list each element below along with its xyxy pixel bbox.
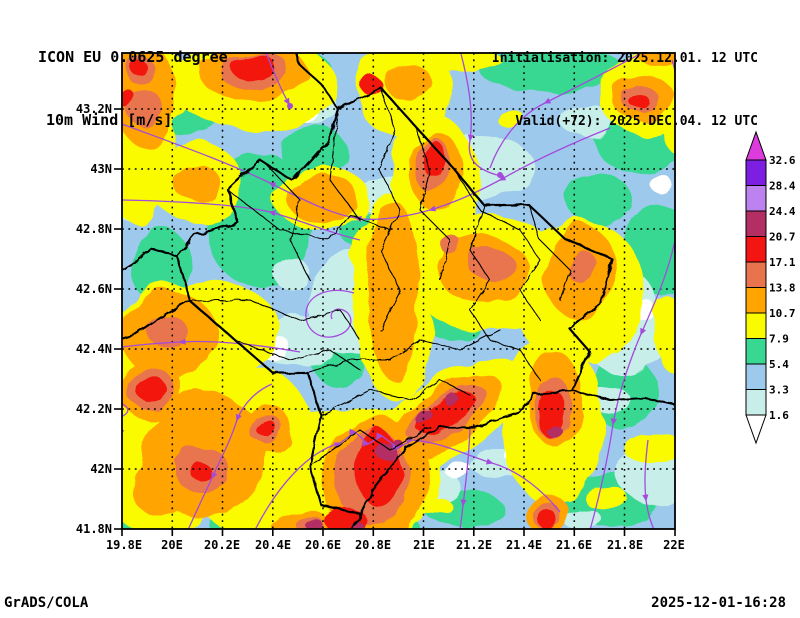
cbar-label: 3.3: [769, 384, 789, 397]
x-tick-label: 19.8E: [106, 538, 142, 552]
colorbar-segment: [745, 312, 767, 339]
variable-title: 10m Wind [m/s]: [46, 111, 173, 129]
y-axis-labels: 43.2N 43N 42.8N 42.6N 42.4N 42.2N 42N 41…: [76, 102, 112, 536]
x-tick-label: 20.6E: [305, 538, 341, 552]
lat-lon-grid: [122, 53, 675, 529]
y-tick-label: 43N: [90, 162, 112, 176]
y-tick-label: 42.6N: [76, 282, 112, 296]
colorbar-segment: [745, 261, 767, 288]
map-frame: [121, 52, 676, 530]
colorbar-segment: [745, 236, 767, 263]
y-tick-label: 41.8N: [76, 522, 112, 536]
plot-title-block: ICON EU 0.0625 degree 10m Wind [m/s]: [38, 5, 228, 173]
cbar-label: 28.4: [769, 180, 796, 193]
x-axis-labels: 19.8E 20E 20.2E 20.4E 20.6E 20.8E 21E 21…: [106, 538, 685, 552]
streamlines-layer: [122, 53, 675, 529]
x-tick-label: 21E: [413, 538, 435, 552]
x-tick-label: 20E: [161, 538, 183, 552]
x-tick-label: 20.4E: [255, 538, 291, 552]
colorbar-segment: [745, 185, 767, 212]
cbar-label: 32.6: [769, 154, 796, 167]
y-tick-label: 42.4N: [76, 342, 112, 356]
country-borders: [122, 53, 675, 529]
cbar-label: 10.7: [769, 307, 796, 320]
cbar-label: 24.4: [769, 205, 796, 218]
model-title: ICON EU 0.0625 degree: [38, 48, 228, 66]
cbar-label: 1.6: [769, 409, 789, 422]
streamline-knot: [497, 172, 503, 178]
x-tick-label: 21.8E: [607, 538, 643, 552]
colorbar-arrow-bottom: [745, 414, 767, 445]
valid-time: Valid(+72): 2025.DEC.04. 12 UTC: [515, 114, 758, 129]
axis-ticks: [114, 108, 676, 536]
cbar-label: 13.8: [769, 282, 796, 295]
y-tick-label: 42.2N: [76, 402, 112, 416]
colorbar-labels: 32.6 28.4 24.4 20.7 17.1 13.8 10.7 7.9 5…: [769, 154, 796, 422]
cbar-label: 5.4: [769, 358, 789, 371]
x-tick-label: 21.6E: [556, 538, 592, 552]
kosovo-border: [175, 86, 614, 516]
y-tick-label: 42N: [90, 462, 112, 476]
y-tick-label: 42.8N: [76, 222, 112, 236]
cbar-label: 20.7: [769, 231, 796, 244]
x-tick-label: 20.2E: [204, 538, 240, 552]
y-tick-label: 43.2N: [76, 102, 112, 116]
neighbour-borders: [122, 53, 675, 529]
streamline-knot: [287, 103, 293, 109]
colorbar-segment: [745, 363, 767, 390]
x-tick-label: 21.4E: [506, 538, 542, 552]
colorbar: 32.6 28.4 24.4 20.7 17.1 13.8 10.7 7.9 5…: [745, 130, 796, 445]
time-info-block: Initialisation: 2025.12.01. 12 UTC Valid…: [492, 6, 758, 174]
creation-timestamp: 2025-12-01-16:28: [651, 595, 786, 611]
colorbar-segment: [745, 389, 767, 416]
colorbar-segment: [745, 338, 767, 365]
x-tick-label: 22E: [663, 538, 685, 552]
cbar-label: 7.9: [769, 333, 789, 346]
x-tick-label: 21.2E: [456, 538, 492, 552]
init-time: Initialisation: 2025.12.01. 12 UTC: [491, 51, 758, 66]
colorbar-segment: [745, 210, 767, 237]
colorbar-segment: [745, 287, 767, 314]
cbar-label: 17.1: [769, 256, 796, 269]
x-tick-label: 20.8E: [355, 538, 391, 552]
grads-credit: GrADS/COLA: [4, 595, 89, 611]
municipality-borders: [189, 88, 571, 467]
